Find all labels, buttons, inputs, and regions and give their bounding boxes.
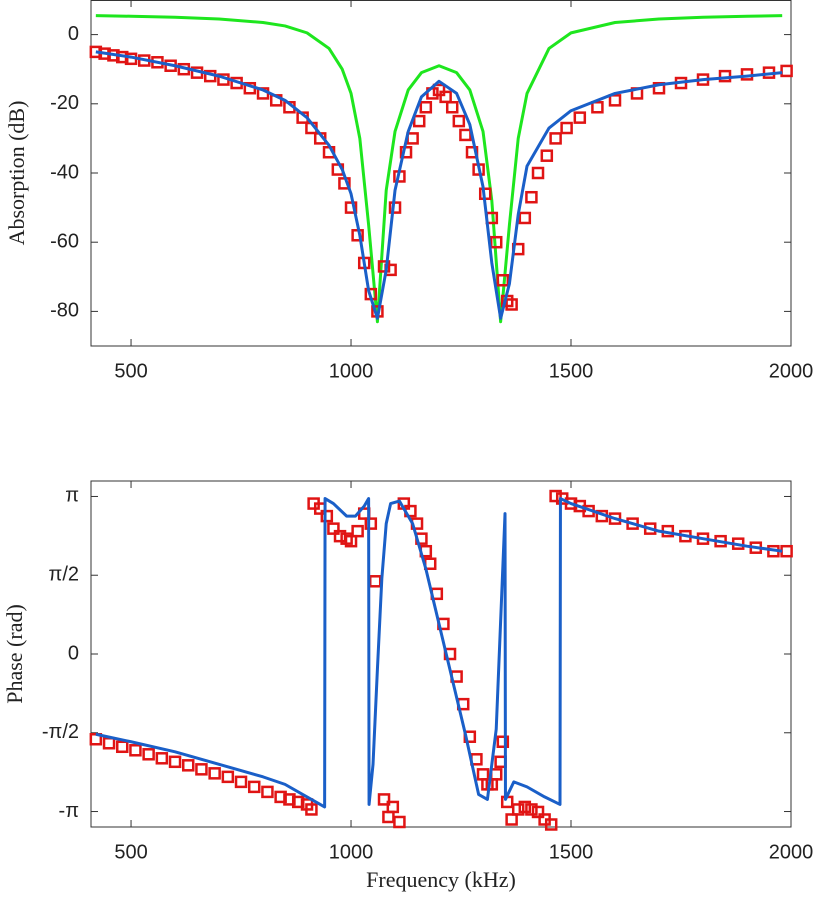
x-tick-label: 1000 (329, 360, 374, 382)
data-point (459, 128, 472, 142)
data-point (505, 813, 518, 826)
data-point (406, 132, 419, 145)
data-point (505, 298, 518, 311)
data-point (432, 83, 446, 97)
data-point (419, 101, 433, 114)
x-tick-label: 1500 (549, 360, 594, 382)
data-point (489, 235, 503, 249)
y-axis-title: Phase (rad) (2, 604, 27, 704)
data-point (531, 166, 545, 180)
data-point (221, 770, 235, 784)
data-point (445, 101, 459, 114)
data-point (129, 744, 142, 757)
data-point (412, 114, 426, 128)
data-point (531, 805, 545, 819)
data-point (368, 575, 382, 588)
data-point (377, 260, 391, 273)
data-point (102, 737, 116, 750)
data-point (608, 94, 622, 107)
data-point (452, 114, 466, 128)
data-point (496, 735, 510, 749)
data-point (344, 534, 358, 548)
axes-frame-top (90, 0, 792, 347)
data-point (525, 190, 538, 204)
data-point (573, 111, 587, 124)
data-point (142, 748, 155, 761)
x-axis-title: Frequency (kHz) (366, 867, 516, 892)
x-tick-label: 500 (114, 841, 147, 863)
data-point (393, 815, 406, 829)
data-point (155, 752, 169, 765)
data-point (115, 740, 129, 754)
y-tick-label: -π (59, 800, 79, 822)
x-tick-label: 1500 (549, 841, 594, 863)
model-line (95, 497, 783, 809)
data-point (247, 780, 261, 794)
data-point (261, 785, 274, 799)
data-point (525, 803, 538, 816)
data-point (544, 818, 558, 831)
y-tick-label: -80 (50, 300, 79, 322)
data-point (489, 768, 503, 781)
data-point (652, 81, 666, 95)
y-tick-label: -π/2 (42, 721, 79, 743)
data-point (549, 489, 562, 503)
data-point (591, 101, 604, 114)
data-point (234, 775, 248, 789)
model-line (95, 14, 783, 324)
x-tick-label: 2000 (769, 841, 814, 863)
data-point (377, 793, 391, 806)
y-tick-label: π (65, 485, 79, 507)
data-point (344, 201, 358, 214)
data-point (549, 132, 562, 145)
data-point (320, 509, 334, 523)
y-tick-label: 0 (68, 642, 79, 664)
data-point (327, 522, 340, 535)
data-point (560, 121, 573, 135)
data-point (305, 803, 318, 816)
data-point (386, 800, 400, 814)
data-point (518, 800, 532, 814)
y-tick-label: 0 (68, 23, 79, 45)
data-point (439, 90, 452, 104)
y-tick-label: -40 (50, 161, 79, 183)
y-tick-label: π/2 (49, 564, 79, 586)
data-point (540, 149, 554, 162)
x-tick-label: 1000 (329, 841, 374, 863)
data-point (168, 755, 182, 769)
data-point (496, 274, 510, 287)
x-tick-label: 500 (114, 360, 147, 382)
model-line (95, 50, 783, 320)
data-point (195, 763, 208, 776)
y-tick-label: -60 (50, 230, 79, 252)
data-point (511, 803, 525, 816)
data-point (780, 544, 793, 558)
data-point (351, 524, 364, 538)
data-point (181, 759, 195, 772)
x-tick-label: 2000 (769, 360, 814, 382)
data-point (382, 810, 395, 824)
y-tick-label: -20 (50, 92, 79, 114)
data-point (208, 767, 221, 780)
data-point (364, 517, 378, 530)
data-point (780, 64, 793, 78)
y-axis-title: Absorption (dB) (4, 101, 29, 246)
data-point (476, 768, 490, 781)
data-point (518, 211, 532, 225)
